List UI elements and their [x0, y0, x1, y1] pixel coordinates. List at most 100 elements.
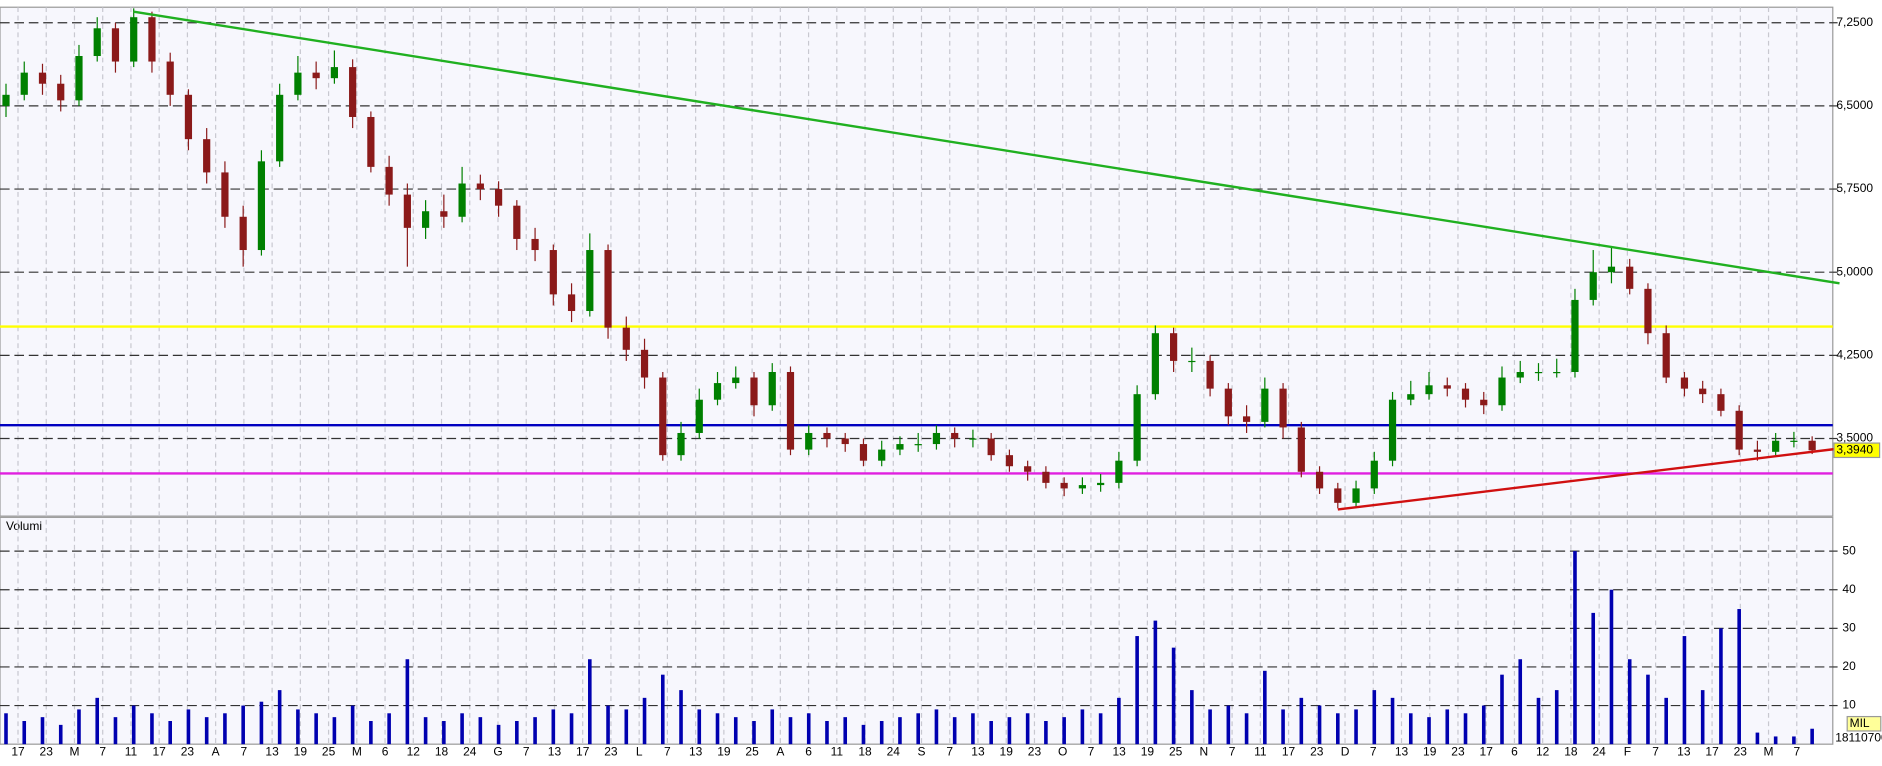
volume-bar — [569, 713, 574, 745]
volume-unit: MIL — [1850, 716, 1870, 730]
volume-bar — [1554, 690, 1559, 745]
candle-body — [367, 116, 375, 167]
x-tick-label: 13 — [265, 745, 279, 759]
candle-body — [1680, 377, 1689, 389]
x-tick-label: N — [1200, 745, 1209, 759]
candle-body — [659, 377, 667, 456]
volume-bar — [77, 709, 81, 745]
x-tick-label: 17 — [1705, 745, 1719, 759]
volume-bar — [259, 701, 264, 745]
candle-body — [1498, 377, 1506, 406]
candle-body — [349, 67, 357, 117]
volume-bar — [1646, 674, 1650, 745]
volume-bar — [1719, 628, 1723, 745]
candle-body — [951, 432, 959, 439]
volume-bar — [1500, 674, 1504, 745]
volume-bar — [952, 717, 957, 745]
candle-body — [677, 432, 685, 456]
candle-body — [531, 238, 539, 251]
volume-bar — [624, 709, 629, 745]
volume-bar — [423, 717, 428, 745]
last-price-box — [1833, 442, 1881, 459]
x-tick-label: 23 — [604, 745, 618, 759]
volume-bar — [95, 697, 100, 745]
candle-body — [20, 72, 28, 95]
candle-body — [750, 377, 758, 406]
y-tick-label: 10 — [1842, 698, 1856, 712]
candle-body — [221, 172, 229, 217]
x-tick-label: 24 — [1592, 745, 1606, 759]
volume-bar — [533, 717, 537, 745]
volume-bar — [1135, 636, 1139, 745]
volume-bar — [387, 713, 391, 745]
volume-bar — [332, 717, 337, 745]
candle-body — [713, 383, 722, 400]
candle-body — [1206, 360, 1214, 389]
x-tick-label: 7 — [241, 745, 248, 759]
x-tick-label: 6 — [382, 745, 389, 759]
volume-bar — [204, 717, 209, 745]
x-tick-label: 23 — [40, 745, 54, 759]
x-tick-label: M — [69, 745, 79, 759]
volume-bar — [1044, 721, 1048, 745]
volume-bar — [223, 713, 227, 745]
candle-body — [640, 349, 649, 378]
candle-body — [896, 444, 904, 450]
volume-bar — [606, 705, 610, 745]
candle-body — [1753, 449, 1762, 452]
volume-bar — [1445, 709, 1450, 745]
volume-bar — [752, 721, 756, 745]
candle-body — [1261, 388, 1269, 422]
x-tick-label: 7 — [1793, 745, 1800, 759]
candle-body — [732, 377, 740, 384]
candle-body — [914, 444, 922, 446]
candle-body — [1188, 360, 1196, 363]
volume-bar — [1737, 609, 1741, 745]
candle-body — [1407, 394, 1415, 400]
volume-bar — [478, 717, 483, 745]
volume-bar — [1190, 690, 1194, 745]
volume-bar — [1536, 697, 1541, 745]
candle-body — [786, 371, 795, 450]
candle-body — [148, 17, 156, 62]
trend-line — [1337, 447, 1840, 511]
x-tick-label: 23 — [1451, 745, 1465, 759]
candle-body — [1553, 371, 1561, 374]
candle-body — [1352, 488, 1360, 503]
candle-body — [805, 432, 813, 450]
candle-body — [1589, 272, 1597, 300]
volume-bar — [1354, 709, 1358, 745]
volume-bar — [1171, 647, 1176, 745]
candle-body — [1078, 485, 1086, 489]
x-tick-label: 7 — [1370, 745, 1377, 759]
volume-bar — [1627, 659, 1632, 745]
x-tick-label: 23 — [1028, 745, 1042, 759]
candle-body — [257, 161, 266, 251]
volume-bar — [1792, 736, 1796, 745]
volume-bar — [150, 713, 154, 745]
candle-body — [1480, 399, 1488, 406]
candle-body — [1224, 388, 1232, 417]
volume-bar — [1281, 709, 1285, 745]
volume-bar — [58, 724, 63, 745]
volume-bar — [843, 717, 848, 745]
volume-bar — [1299, 697, 1304, 745]
y-tick-label: 40 — [1842, 582, 1856, 596]
volume-bar — [1007, 717, 1012, 745]
volume-bar — [934, 709, 939, 745]
candle-body — [1626, 266, 1634, 289]
candle-body — [166, 61, 174, 95]
last-price-label: 3,3940 — [1836, 442, 1873, 456]
candle-body — [1717, 394, 1725, 411]
x-tick-label: 7 — [946, 745, 953, 759]
candle-body — [1315, 471, 1324, 489]
x-tick-label: 13 — [971, 745, 985, 759]
candle-body — [330, 67, 338, 79]
x-tick-label: 13 — [1395, 745, 1409, 759]
y-tick-label: 3,5000 — [1836, 431, 1873, 445]
volume-bar — [1463, 713, 1468, 745]
volume-bar — [806, 713, 811, 745]
x-tick-label: 19 — [717, 745, 731, 759]
x-tick-label: 24 — [463, 745, 477, 759]
volume-bar — [898, 717, 902, 745]
